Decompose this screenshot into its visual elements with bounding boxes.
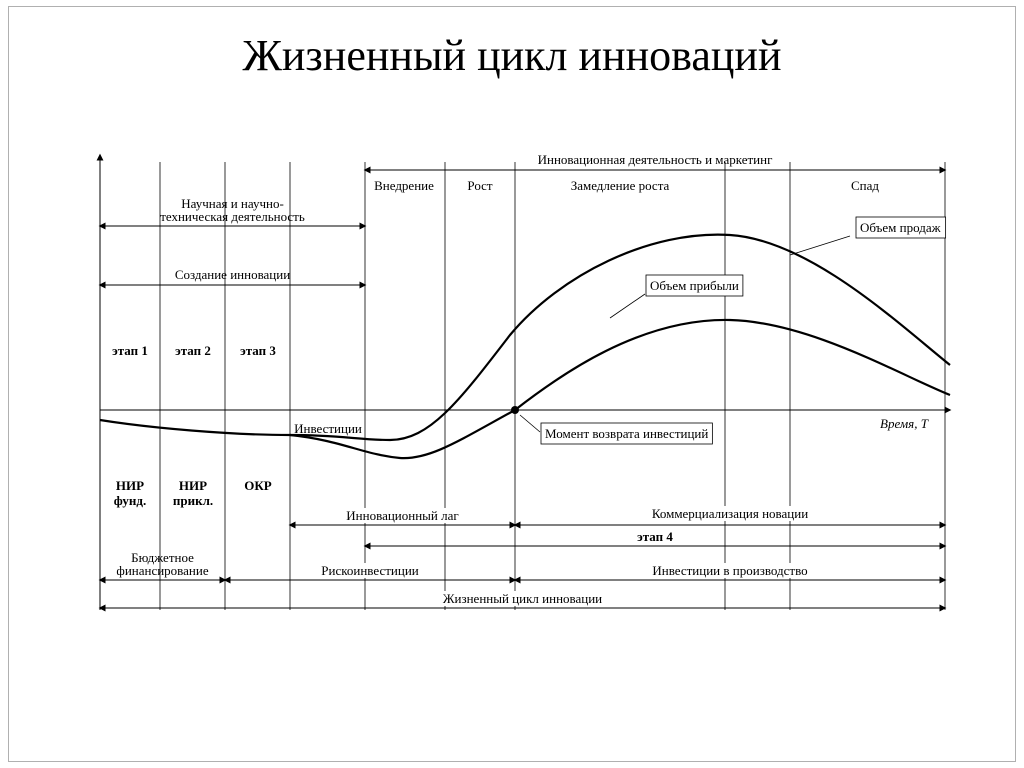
svg-text:Инвестиции в производство: Инвестиции в производство bbox=[652, 563, 807, 578]
lifecycle-diagram: Время, T Инновационная деятельность и мар… bbox=[90, 140, 960, 660]
svg-text:фунд.: фунд. bbox=[114, 493, 147, 508]
svg-text:Инновационный лаг: Инновационный лаг bbox=[346, 508, 458, 523]
svg-text:этап 4: этап 4 bbox=[637, 529, 673, 544]
svg-text:Время, T: Время, T bbox=[880, 416, 929, 431]
svg-text:Создание инновации: Создание инновации bbox=[175, 267, 290, 282]
svg-text:НИР: НИР bbox=[116, 478, 144, 493]
svg-text:Объем прибыли: Объем прибыли bbox=[650, 278, 739, 293]
svg-text:НИР: НИР bbox=[179, 478, 207, 493]
svg-text:этап 2: этап 2 bbox=[175, 343, 211, 358]
svg-text:Рискоинвестиции: Рискоинвестиции bbox=[321, 563, 419, 578]
svg-text:техническая деятельность: техническая деятельность bbox=[160, 209, 305, 224]
svg-text:Замедление роста: Замедление роста bbox=[571, 178, 670, 193]
svg-text:ОКР: ОКР bbox=[244, 478, 272, 493]
svg-text:Рост: Рост bbox=[467, 178, 493, 193]
svg-text:Инвестиции: Инвестиции bbox=[294, 421, 362, 436]
svg-text:Момент возврата инвестиций: Момент возврата инвестиций bbox=[545, 426, 708, 441]
svg-text:Инновационная деятельность и м: Инновационная деятельность и маркетинг bbox=[538, 152, 773, 167]
svg-text:финансирование: финансирование bbox=[116, 563, 208, 578]
svg-text:Объем продаж: Объем продаж bbox=[860, 220, 942, 235]
svg-text:Коммерциализация новации: Коммерциализация новации bbox=[652, 506, 808, 521]
svg-text:этап 1: этап 1 bbox=[112, 343, 148, 358]
svg-text:этап 3: этап 3 bbox=[240, 343, 276, 358]
svg-text:прикл.: прикл. bbox=[173, 493, 213, 508]
svg-text:Спад: Спад bbox=[851, 178, 879, 193]
svg-text:Внедрение: Внедрение bbox=[374, 178, 434, 193]
svg-text:Жизненный цикл инновации: Жизненный цикл инновации bbox=[443, 591, 602, 606]
page-title: Жизненный цикл инноваций bbox=[0, 30, 1024, 81]
